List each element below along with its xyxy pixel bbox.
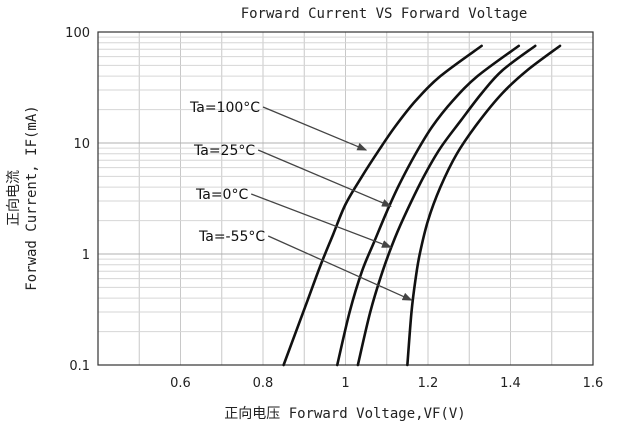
series-line-3 (406, 44, 562, 367)
y-tick-label: 10 (73, 137, 90, 152)
x-axis-title: 正向电压 Forward Voltage,VF(V) (224, 406, 465, 422)
series-line-0 (282, 44, 483, 367)
annotation-label: Ta=25°C (193, 143, 255, 159)
annotation-arrow (262, 106, 368, 151)
annotation-arrow (257, 149, 392, 207)
x-tick-label: 1.4 (500, 376, 521, 391)
plot-frame (97, 31, 594, 366)
annotations: Ta=100°C Ta=25°C Ta=0°C Ta=-55°C (189, 100, 413, 301)
annotation-label: Ta=-55°C (198, 229, 265, 245)
y-axis-title: Forwad Current, IF(mA) (24, 105, 40, 290)
x-tick-label: 0.8 (253, 376, 274, 391)
annotation-arrow (267, 235, 413, 301)
x-tick-label: 0.6 (170, 376, 191, 391)
tick-labels: 0.6 0.8 1 1.2 1.4 1.6 0.1 1 10 100 (65, 26, 603, 391)
grid (98, 32, 594, 365)
series-lines (282, 44, 562, 367)
x-tick-label: 1.6 (583, 376, 604, 391)
series-line-1 (335, 44, 521, 367)
annotation-label: Ta=100°C (189, 100, 260, 116)
y-tick-label: 1 (82, 248, 90, 263)
y-tick-label: 100 (65, 26, 90, 41)
x-tick-label: 1 (341, 376, 349, 391)
annotation-label: Ta=0°C (195, 187, 248, 203)
y-tick-label: 0.1 (69, 359, 90, 374)
annotation-arrow (251, 193, 392, 248)
chart-title: Forward Current VS Forward Voltage (241, 6, 528, 22)
x-tick-label: 1.2 (418, 376, 439, 391)
series-line-2 (356, 44, 537, 367)
y-axis-title-cn: 正向电流 (6, 170, 22, 226)
